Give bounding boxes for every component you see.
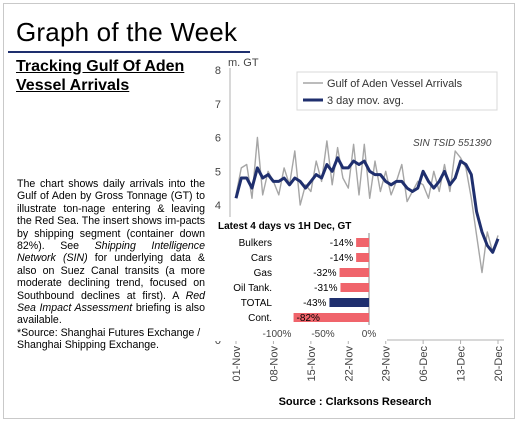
inset-value-label: -32% (313, 268, 336, 279)
source-note: *Source: Shanghai Futures Exchange / Sha… (17, 326, 201, 352)
x-tick-label: 06-Dec (418, 346, 430, 382)
inset-category-label: Cars (251, 253, 272, 264)
inset-x-tick-label: 0% (362, 329, 377, 340)
sin-link-text[interactable]: Shipping Intelligence Network (SIN) (17, 240, 205, 265)
x-tick-label: 20-Dec (493, 346, 505, 382)
inset-value-label: -31% (314, 283, 337, 294)
inset-bar (339, 268, 369, 277)
inset-category-label: Cont. (248, 313, 272, 324)
inset-bar (329, 298, 369, 307)
chart-source: Source : Clarksons Research (279, 396, 432, 408)
inset-title: Latest 4 days vs 1H Dec, GT (218, 221, 351, 232)
inset-value-label: -43% (303, 298, 326, 309)
y-tick-label: 5 (215, 166, 221, 178)
y-tick-label: 4 (215, 200, 221, 212)
x-tick-label: 15-Nov (306, 346, 318, 382)
chart-svg: 012345678m. GT01-Nov08-Nov15-Nov22-Nov29… (215, 57, 505, 408)
x-tick-label: 01-Nov (231, 346, 243, 382)
chart-area: 012345678m. GT01-Nov08-Nov15-Nov22-Nov29… (205, 57, 515, 418)
impact-assessment-link-text[interactable]: Red Sea Impact Assessment (17, 289, 205, 315)
inset-bar (340, 283, 369, 292)
inset-bar (293, 313, 369, 322)
inset-value-label: -14% (330, 253, 353, 264)
inset-bar (356, 238, 369, 247)
inset-value-label: -14% (330, 238, 353, 249)
description-text: The chart shows daily arrivals into the … (17, 178, 205, 352)
y-axis-label: m. GT (228, 58, 259, 69)
x-tick-label: 08-Nov (268, 346, 280, 382)
inset-x-tick-label: -50% (311, 329, 334, 340)
legend-box (296, 71, 498, 111)
moving-average-line (234, 156, 500, 254)
x-tick-label: 22-Nov (343, 346, 355, 382)
legend-label: Gulf of Aden Vessel Arrivals (327, 78, 463, 90)
inset-category-label: Bulkers (239, 238, 272, 249)
title-underline (8, 51, 250, 53)
x-tick-label: 13-Dec (456, 346, 468, 382)
y-tick-label: 6 (215, 133, 221, 145)
chart-subtitle: Tracking Gulf Of Aden Vessel Arrivals (16, 58, 185, 94)
description-part-3: briefing is also available. (17, 302, 205, 327)
x-tick-label: 29-Nov (381, 346, 393, 382)
series-id-annotation: SIN TSID 551390 (413, 138, 492, 149)
inset-value-label: -82% (297, 313, 320, 324)
inset-category-label: TOTAL (241, 298, 273, 309)
page-title: Graph of the Week (16, 17, 238, 47)
legend-label: 3 day mov. avg. (327, 95, 404, 107)
y-tick-label: 8 (215, 65, 221, 77)
inset-x-tick-label: -100% (263, 329, 292, 340)
y-tick-label: 7 (215, 99, 221, 111)
slide-frame (3, 3, 515, 419)
daily-arrivals-line (235, 136, 499, 274)
description-part-1: The chart shows daily arrivals into the … (17, 178, 205, 253)
description-part-2: for underlying data & also on Suez Canal… (17, 252, 205, 302)
inset-category-label: Oil Tank. (233, 283, 272, 294)
inset-category-label: Gas (254, 268, 272, 279)
inset-bar (356, 253, 369, 262)
